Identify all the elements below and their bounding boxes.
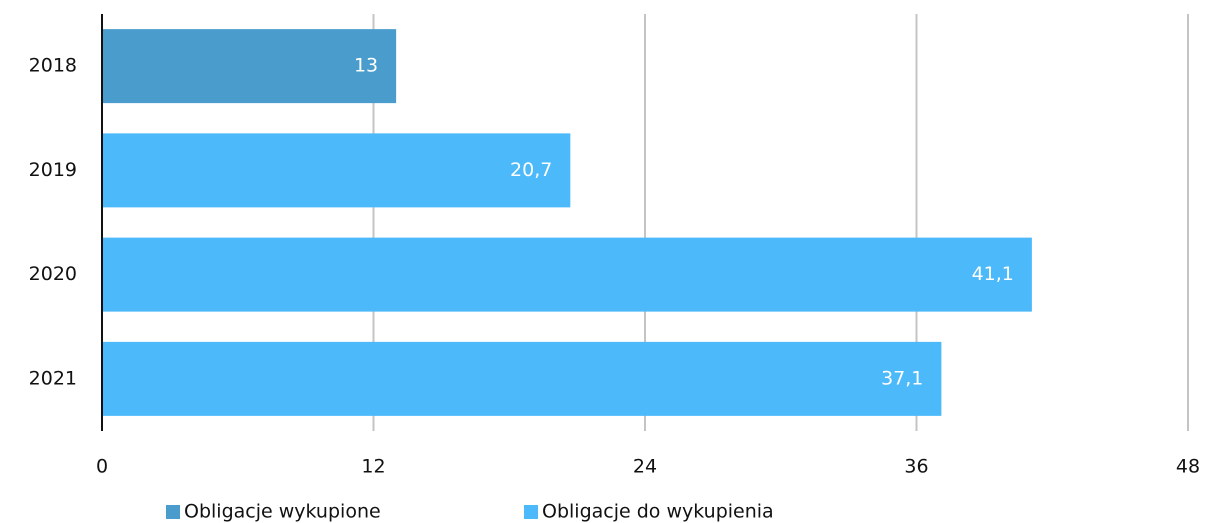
- x-tick-label: 0: [96, 456, 108, 478]
- x-tick-label: 12: [361, 456, 385, 478]
- bar: [102, 237, 1032, 312]
- data-label: 37,1: [881, 367, 923, 389]
- bar: [102, 341, 942, 416]
- data-label: 13: [354, 55, 378, 77]
- x-tick-label: 24: [633, 456, 657, 478]
- bar: [102, 29, 397, 104]
- data-label: 20,7: [510, 159, 552, 181]
- legend-label: Obligacje do wykupienia: [542, 501, 774, 523]
- bar: [102, 133, 571, 208]
- y-tick-label: 2019: [29, 159, 77, 181]
- y-tick-label: 2021: [29, 367, 77, 389]
- legend-label: Obligacje wykupione: [184, 501, 381, 523]
- data-label: 41,1: [972, 263, 1014, 285]
- legend-swatch: [524, 505, 538, 519]
- x-tick-label: 48: [1176, 456, 1200, 478]
- legend-swatch: [166, 505, 180, 519]
- x-tick-label: 36: [904, 456, 928, 478]
- y-tick-label: 2018: [29, 55, 77, 77]
- y-tick-label: 2020: [29, 263, 77, 285]
